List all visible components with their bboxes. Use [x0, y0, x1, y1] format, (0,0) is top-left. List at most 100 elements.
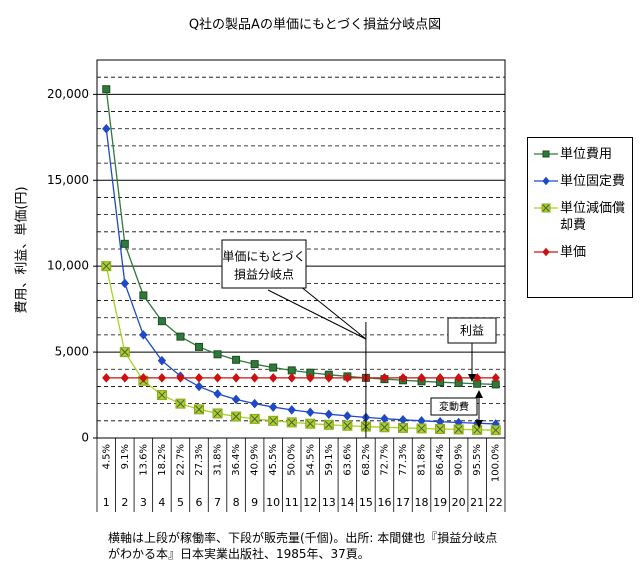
marker	[175, 398, 186, 409]
marker	[306, 373, 315, 383]
callout-box	[221, 239, 307, 289]
marker	[194, 381, 204, 392]
marker-cross	[158, 391, 166, 399]
marker	[156, 390, 167, 401]
marker	[139, 291, 148, 300]
x-tick-label-top: 63.6%	[342, 444, 353, 476]
x-tick-label-top: 68.2%	[361, 444, 372, 476]
chart-title: Q社の製品Aの単価にもとづく損益分岐点図	[189, 17, 441, 33]
x-tick-label-top: 100.0%	[491, 444, 502, 482]
marker	[120, 278, 129, 289]
marker	[305, 418, 316, 429]
x-tick-label-top: 18.2%	[157, 444, 168, 476]
marker	[542, 150, 550, 158]
x-tick-label: 14	[340, 496, 354, 509]
marker	[324, 373, 333, 383]
marker	[324, 409, 333, 419]
marker-cross	[195, 405, 203, 414]
y-tick-label: 5,000	[55, 345, 89, 359]
y-tick-label: 0	[81, 431, 89, 445]
marker	[157, 355, 167, 366]
x-tick-label: 8	[233, 496, 240, 509]
marker	[380, 373, 389, 383]
marker-cross	[343, 421, 352, 430]
x-tick-label: 20	[452, 496, 466, 509]
x-tick-label: 2	[121, 496, 128, 509]
x-tick-label: 1	[103, 496, 110, 509]
marker	[287, 373, 296, 383]
x-tick-label-top: 27.3%	[194, 444, 205, 476]
marker	[120, 239, 129, 248]
marker	[157, 373, 167, 383]
x-tick-label: 9	[251, 496, 258, 509]
callout-box	[430, 397, 478, 416]
x-tick-label-top: 40.9%	[250, 444, 261, 476]
y-axis-label: 費用、利益、単価(円)	[14, 186, 30, 313]
marker-cross	[287, 418, 296, 427]
x-tick-label-top: 59.1%	[324, 444, 335, 476]
x-tick-label-top: 54.5%	[305, 444, 316, 476]
marker	[380, 413, 389, 424]
x-tick-label: 15	[359, 496, 373, 509]
x-tick-label: 6	[196, 496, 203, 509]
x-tick-label: 17	[396, 496, 410, 509]
legend-icon	[534, 247, 558, 257]
marker	[398, 415, 408, 425]
legend-icon	[534, 176, 558, 186]
x-tick-label-top: 90.9%	[454, 444, 465, 476]
marker	[101, 261, 112, 272]
marker	[139, 330, 148, 340]
marker	[249, 413, 260, 424]
x-tick-label-top: 31.8%	[213, 444, 224, 476]
x-tick-label: 13	[322, 496, 336, 509]
arrow-head	[475, 390, 483, 428]
marker-cross	[436, 425, 444, 433]
legend-label: 単価	[560, 245, 587, 260]
marker	[287, 366, 296, 375]
marker	[269, 402, 278, 412]
x-tick-label-top: 95.5%	[472, 444, 483, 476]
arrow-head	[468, 374, 476, 382]
footnote: 横軸は上段が稼働率、下段が販売量(千個)。出所: 本間健也『損益分岐点がわかる本…	[108, 531, 498, 561]
marker	[473, 373, 482, 383]
x-tick-label-top: 13.6%	[138, 444, 149, 476]
x-tick-label-top: 36.4%	[231, 444, 242, 476]
marker	[490, 425, 501, 436]
annotation: 単価にもとづく	[222, 250, 305, 264]
marker	[213, 350, 222, 359]
y-tick-label: 10,000	[47, 259, 89, 273]
marker	[306, 407, 315, 417]
legend-label: 単位固定費	[560, 174, 626, 189]
callout-box	[447, 317, 497, 344]
marker	[472, 424, 483, 435]
legend-label: 単位費用	[560, 147, 613, 162]
marker	[286, 417, 297, 428]
annotation: 利益	[460, 324, 484, 338]
marker-cross	[417, 424, 426, 433]
marker	[102, 373, 111, 383]
marker	[453, 424, 464, 435]
marker	[269, 363, 278, 372]
marker	[435, 373, 445, 383]
marker	[398, 373, 408, 383]
marker	[541, 203, 551, 213]
marker	[231, 394, 241, 405]
marker	[542, 176, 550, 186]
x-tick-label: 21	[470, 496, 484, 509]
x-tick-label-top: 77.3%	[398, 444, 409, 476]
marker-cross	[454, 425, 463, 434]
x-tick-label-top: 9.1%	[120, 444, 131, 469]
marker	[157, 317, 166, 326]
x-tick-label-top: 22.7%	[175, 444, 186, 476]
y-tick-label: 15,000	[47, 173, 89, 187]
marker	[342, 420, 353, 431]
marker	[250, 373, 259, 383]
x-tick-label: 5	[177, 496, 184, 509]
marker	[212, 408, 223, 419]
legend-icon	[534, 150, 558, 158]
marker	[176, 332, 185, 341]
marker	[323, 419, 334, 430]
legend-entry: 単価	[532, 244, 628, 261]
